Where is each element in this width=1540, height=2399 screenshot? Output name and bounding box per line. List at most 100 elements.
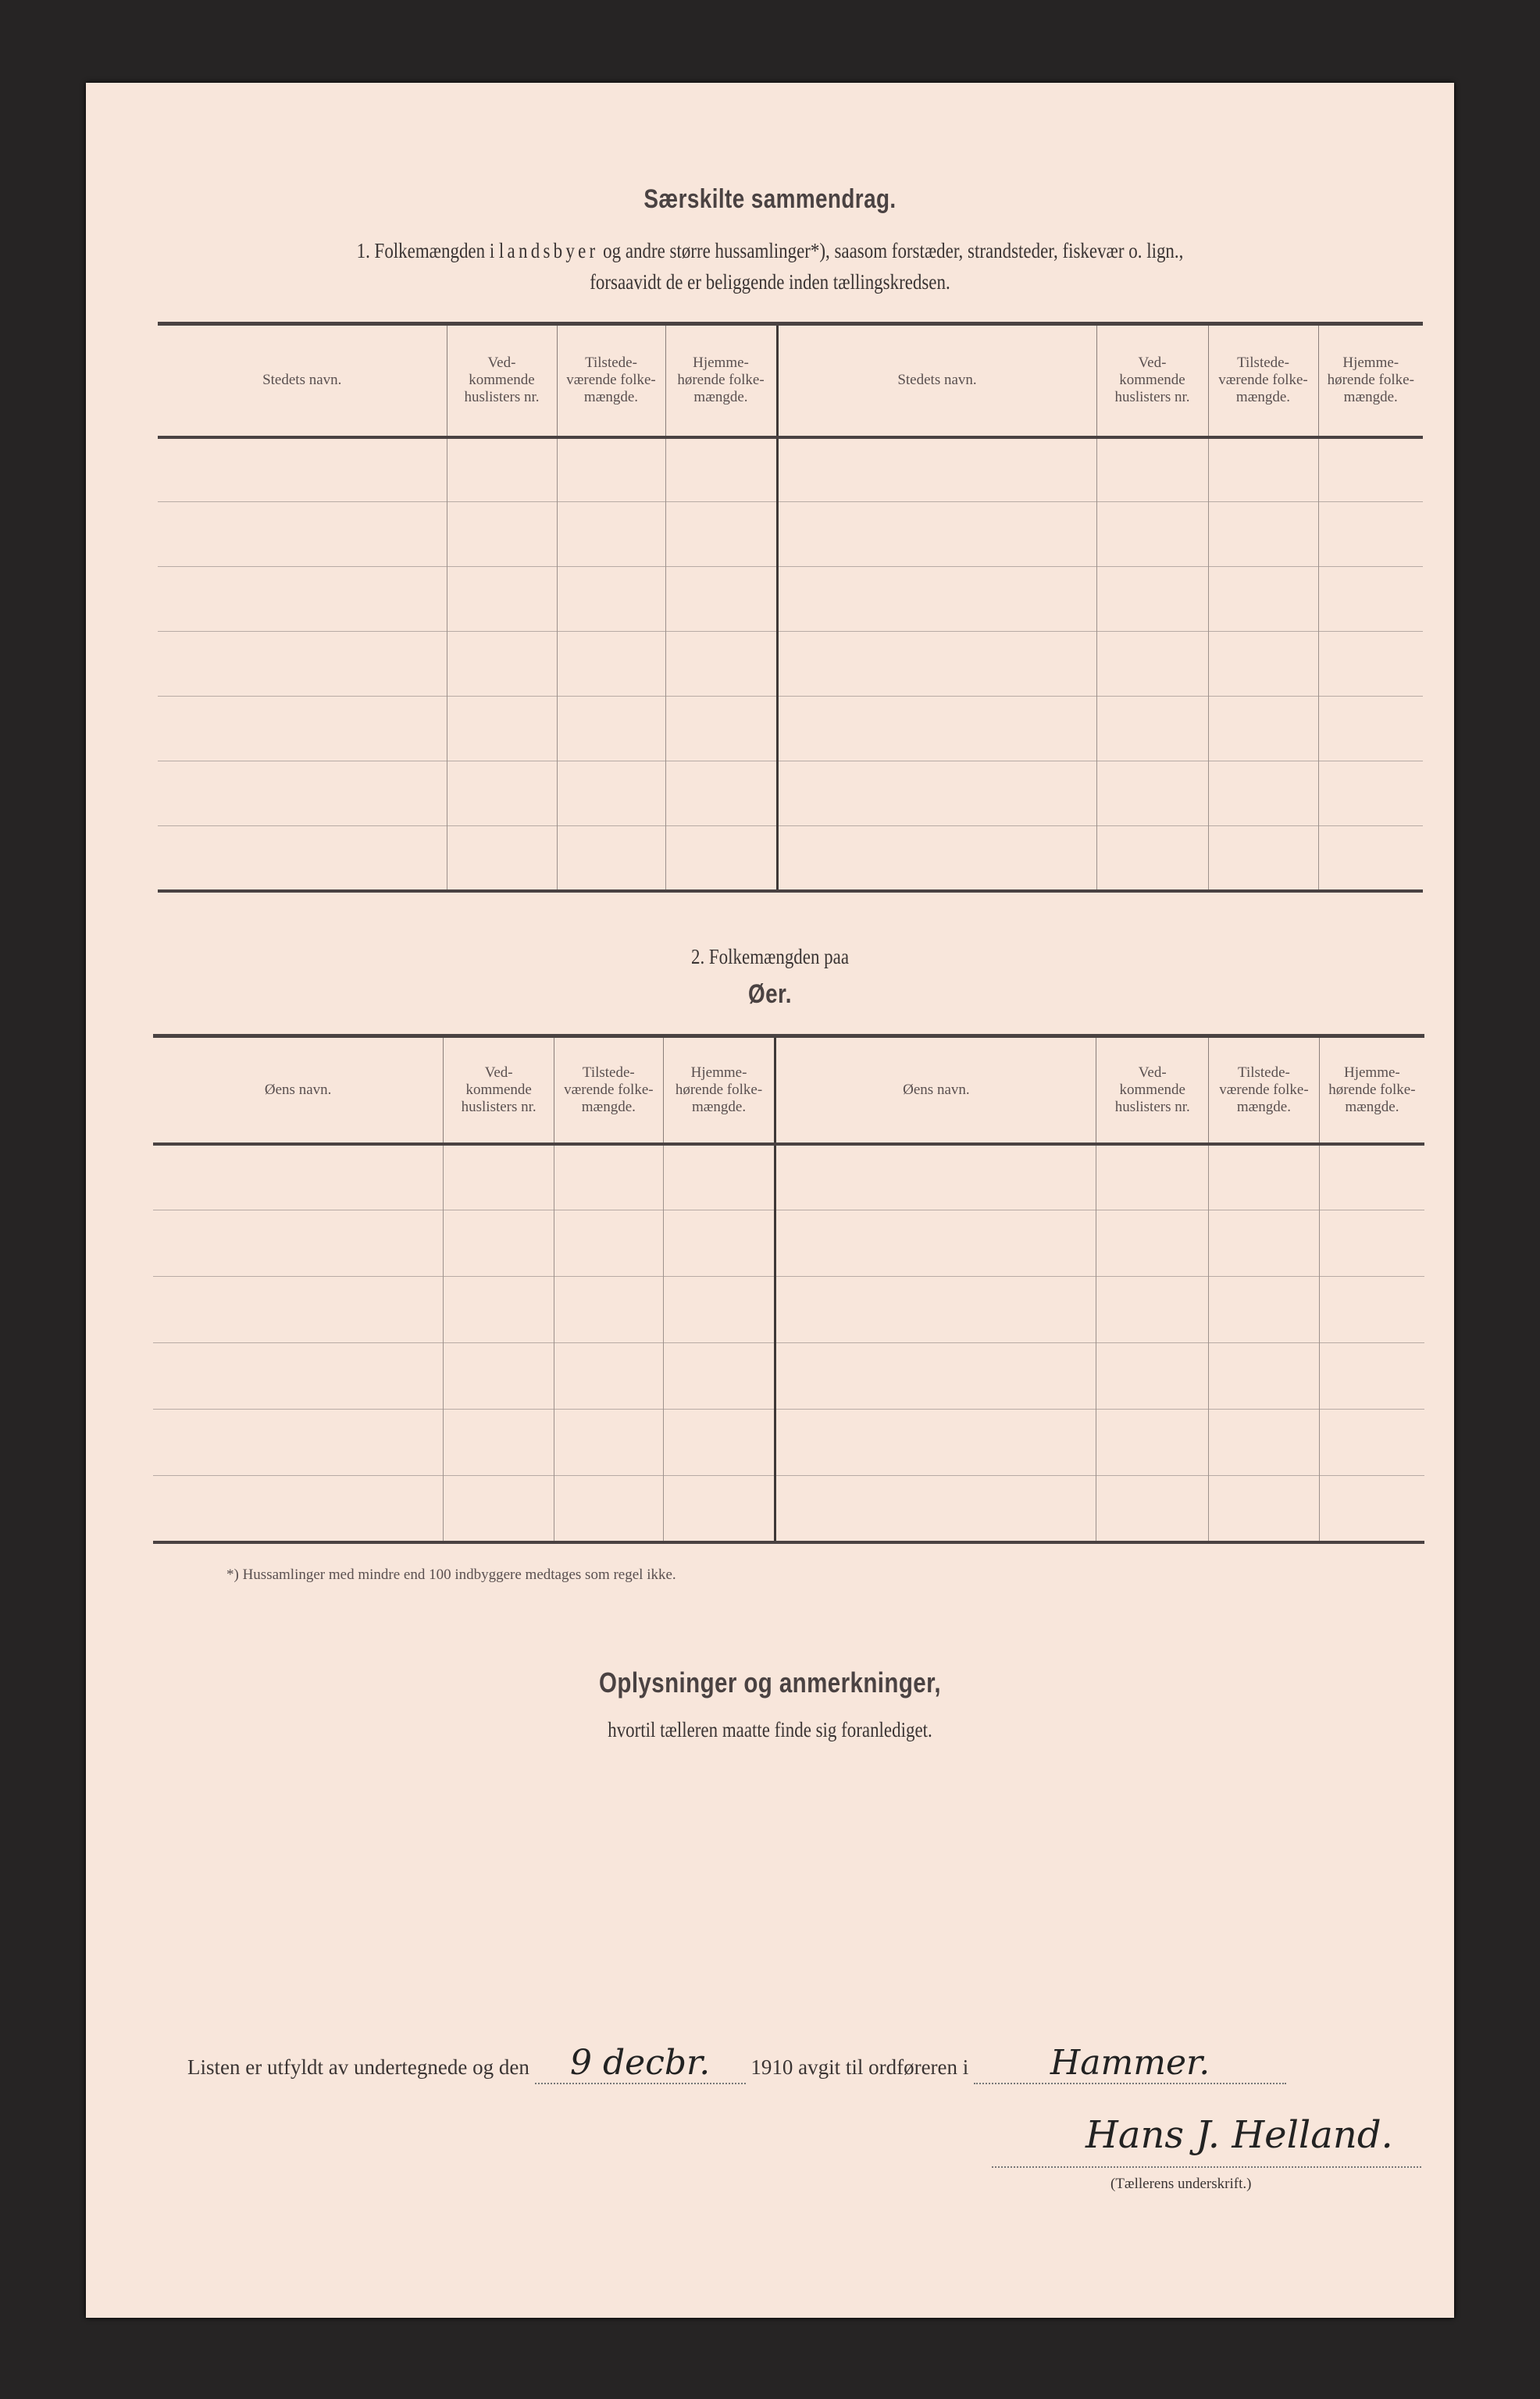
table-cell — [1096, 1342, 1209, 1410]
table-cell — [662, 1475, 775, 1544]
column-header: Hjemme-hørende folke-mængde. — [1318, 1034, 1424, 1146]
table-cell — [1207, 696, 1318, 761]
table-cell — [662, 1210, 775, 1277]
table-cell — [775, 696, 1096, 761]
column-header: Tilstede-værende folke-mængde. — [556, 322, 665, 439]
handwritten-date: 9 decbr. — [570, 2043, 711, 2083]
table-cell — [446, 825, 557, 893]
table-cell — [1096, 696, 1208, 761]
table-cell — [1208, 1409, 1320, 1476]
table-cell — [662, 1276, 775, 1343]
table-cell — [1208, 1210, 1320, 1277]
table-cell — [1096, 825, 1208, 893]
table-landsbyer: Stedets navn. Ved-kommende huslisters nr.… — [158, 322, 1423, 893]
table-cell — [1096, 1475, 1209, 1544]
table-cell — [662, 1143, 775, 1210]
table-row — [158, 437, 1423, 502]
table-cell — [774, 1342, 1096, 1410]
table-cell — [446, 631, 557, 697]
table-cell — [554, 1409, 664, 1476]
handwritten-municipality: Hammer. — [1050, 2043, 1210, 2083]
table-cell — [158, 501, 447, 567]
table-cell — [1317, 437, 1423, 502]
table-cell — [774, 1409, 1096, 1476]
table-cell — [443, 1342, 554, 1410]
table-cell — [556, 761, 665, 826]
table-cell — [774, 1276, 1096, 1343]
column-header: Øens navn. — [774, 1034, 1096, 1146]
section1-text-a: 1. Folkemængden i — [356, 239, 495, 262]
table-cell — [665, 566, 777, 632]
section1-text-b: og andre større hussamlinger*), saasom f… — [603, 239, 1184, 262]
table-cell — [153, 1342, 444, 1410]
table-cell — [1317, 761, 1423, 826]
table-row — [153, 1409, 1424, 1476]
table-cell — [158, 437, 447, 502]
table-cell — [1208, 1475, 1320, 1544]
table-cell — [775, 631, 1096, 697]
table-cell — [556, 631, 665, 697]
table-cell — [1207, 631, 1318, 697]
table-cell — [1317, 501, 1423, 567]
signoff-line: Listen er utfyldt av undertegnede og den… — [187, 2043, 1406, 2084]
table-row — [158, 761, 1423, 826]
signoff-year: 1910 — [750, 2055, 793, 2079]
column-header: Ved-kommende huslisters nr. — [443, 1034, 554, 1146]
table-cell — [1096, 501, 1208, 567]
table-row — [153, 1342, 1424, 1410]
table-cell — [774, 1475, 1096, 1544]
column-header: Øens navn. — [153, 1034, 444, 1146]
signoff-middle: avgit til ordføreren i — [798, 2055, 969, 2079]
table-row — [158, 696, 1423, 761]
table-cell — [446, 501, 557, 567]
table-cell — [1096, 631, 1208, 697]
table-cell — [443, 1475, 554, 1544]
table-cell — [554, 1143, 664, 1210]
table-cell — [665, 437, 777, 502]
table-row — [158, 825, 1423, 893]
table-cell — [774, 1143, 1096, 1210]
column-header: Tilstede-værende folke-mængde. — [1208, 1034, 1320, 1146]
table-cell — [662, 1342, 775, 1410]
table-row — [153, 1276, 1424, 1343]
table-cell — [1317, 631, 1423, 697]
table-cell — [1096, 761, 1208, 826]
table-cell — [554, 1210, 664, 1277]
table-cell — [446, 566, 557, 632]
table-cell — [665, 825, 777, 893]
table-row — [153, 1143, 1424, 1210]
table-cell — [775, 501, 1096, 567]
table-cell — [158, 761, 447, 826]
section1-subheading: forsaavidt de er beliggende inden tællin… — [590, 270, 950, 294]
signoff-prefix: Listen er utfyldt av undertegnede og den — [187, 2055, 529, 2079]
table-cell — [1318, 1276, 1424, 1343]
table-cell — [1096, 437, 1208, 502]
table-cell — [446, 696, 557, 761]
table-cell — [153, 1409, 444, 1476]
table-cell — [443, 1143, 554, 1210]
page-title: Særskilte sammendrag. — [643, 184, 897, 214]
table-cell — [158, 825, 447, 893]
table-cell — [665, 761, 777, 826]
table-cell — [1208, 1276, 1320, 1343]
table-oer: Øens navn. Ved-kommende huslisters nr. Til… — [153, 1034, 1424, 1544]
table-cell — [1318, 1210, 1424, 1277]
table-cell — [153, 1475, 444, 1544]
table-cell — [1207, 566, 1318, 632]
remarks-subtitle: hvortil tælleren maatte finde sig foranl… — [608, 1718, 932, 1741]
table-cell — [153, 1276, 444, 1343]
table-cell — [446, 437, 557, 502]
table-cell — [1096, 1210, 1209, 1277]
signature-line — [992, 2160, 1421, 2168]
section2-heading: 2. Folkemængden paa — [690, 945, 850, 968]
table-cell — [556, 501, 665, 567]
table-cell — [665, 501, 777, 567]
table-cell — [665, 631, 777, 697]
section1-heading: 1. Folkemængden i landsbyer og andre stø… — [188, 239, 1351, 263]
table-row — [153, 1210, 1424, 1277]
table-cell — [1317, 825, 1423, 893]
table-cell — [443, 1409, 554, 1476]
table-cell — [443, 1210, 554, 1277]
table-row — [158, 566, 1423, 632]
column-header: Tilstede-værende folke-mængde. — [1207, 322, 1318, 439]
